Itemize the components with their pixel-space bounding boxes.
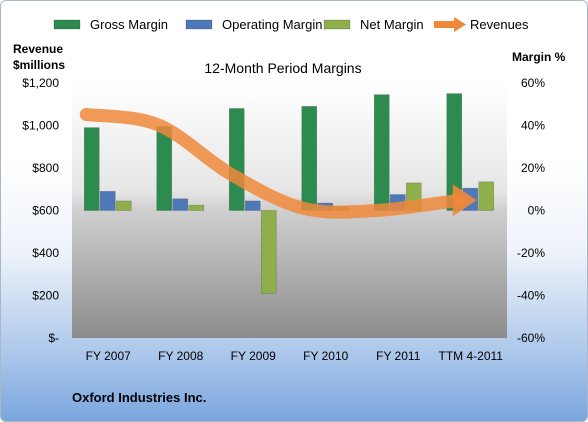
left-tick-label: $- <box>48 331 59 345</box>
left-tick-label: $1,200 <box>22 76 59 90</box>
bar-gross-margin <box>301 106 318 211</box>
bar-net-margin <box>478 181 495 211</box>
left-axis-title-line1: Revenue <box>13 42 63 56</box>
bar-operating-margin <box>244 200 261 211</box>
legend: Gross Margin Operating Margin Net Margin Re… <box>53 17 529 32</box>
bar-operating-margin <box>172 198 189 211</box>
legend-item-net-margin: Net Margin <box>323 17 424 32</box>
legend-item-revenues: Revenues <box>434 17 529 32</box>
legend-label: Net Margin <box>360 17 424 32</box>
revenue-arrowhead <box>452 184 477 217</box>
legend-label: Operating Margin <box>222 17 322 32</box>
revenue-series <box>79 107 477 219</box>
bars <box>83 93 495 294</box>
bar-net-margin <box>115 200 132 211</box>
bar-gross-margin <box>83 127 100 211</box>
footer-company-name: Oxford Industries Inc. <box>72 390 206 405</box>
left-tick-label: $800 <box>32 161 59 175</box>
chart-title: 12-Month Period Margins <box>204 60 361 76</box>
x-tick-label: FY 2009 <box>231 349 276 363</box>
right-tick-label: -20% <box>517 246 545 260</box>
revenue-line <box>79 107 466 219</box>
left-tick-label: $600 <box>32 204 59 218</box>
right-tick-label: -60% <box>517 331 545 345</box>
bar-operating-margin <box>99 191 116 211</box>
x-tick-label: FY 2007 <box>86 349 131 363</box>
bar-gross-margin <box>373 94 390 211</box>
left-axis: $1,200 $1,000 $800 $600 $400 $200 $- <box>22 76 59 345</box>
x-tick-label: FY 2010 <box>303 349 348 363</box>
left-tick-label: $1,000 <box>22 119 59 133</box>
right-axis: 60% 40% 20% 0% -20% -40% -60% <box>517 76 545 345</box>
right-tick-label: 60% <box>521 76 545 90</box>
right-axis-title: Margin % <box>512 50 566 64</box>
bar-gross-margin <box>228 108 245 211</box>
right-tick-label: -40% <box>517 289 545 303</box>
x-tick-label: FY 2011 <box>376 349 421 363</box>
legend-swatch <box>323 19 351 30</box>
legend-label: Gross Margin <box>90 17 168 32</box>
legend-swatch <box>185 19 213 30</box>
left-tick-label: $400 <box>32 246 59 260</box>
right-tick-label: 0% <box>528 204 546 218</box>
legend-item-operating-margin: Operating Margin <box>185 17 322 32</box>
left-tick-label: $200 <box>32 289 59 303</box>
left-axis-title-line2: $millions <box>13 58 65 72</box>
x-tick-label: TTM 4-2011 <box>439 349 504 363</box>
right-tick-label: 40% <box>521 119 545 133</box>
x-tick-label: FY 2008 <box>158 349 203 363</box>
legend-swatch <box>53 19 81 30</box>
bar-net-margin <box>188 204 205 211</box>
legend-label: Revenues <box>470 17 529 32</box>
legend-item-gross-margin: Gross Margin <box>53 17 168 32</box>
right-tick-label: 20% <box>521 161 545 175</box>
bar-gross-margin <box>156 126 173 211</box>
bar-net-margin <box>260 210 277 294</box>
x-axis: FY 2007 FY 2008 FY 2009 FY 2010 FY 2011 TTM 4… <box>86 349 504 363</box>
legend-swatch-arrowhead <box>454 17 466 32</box>
